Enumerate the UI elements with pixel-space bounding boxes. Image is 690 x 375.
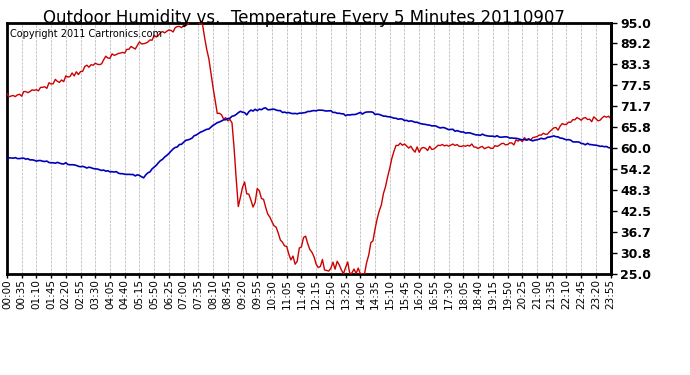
- Text: Outdoor Humidity vs.  Temperature Every 5 Minutes 20110907: Outdoor Humidity vs. Temperature Every 5…: [43, 9, 564, 27]
- Text: Copyright 2011 Cartronics.com: Copyright 2011 Cartronics.com: [10, 29, 162, 39]
